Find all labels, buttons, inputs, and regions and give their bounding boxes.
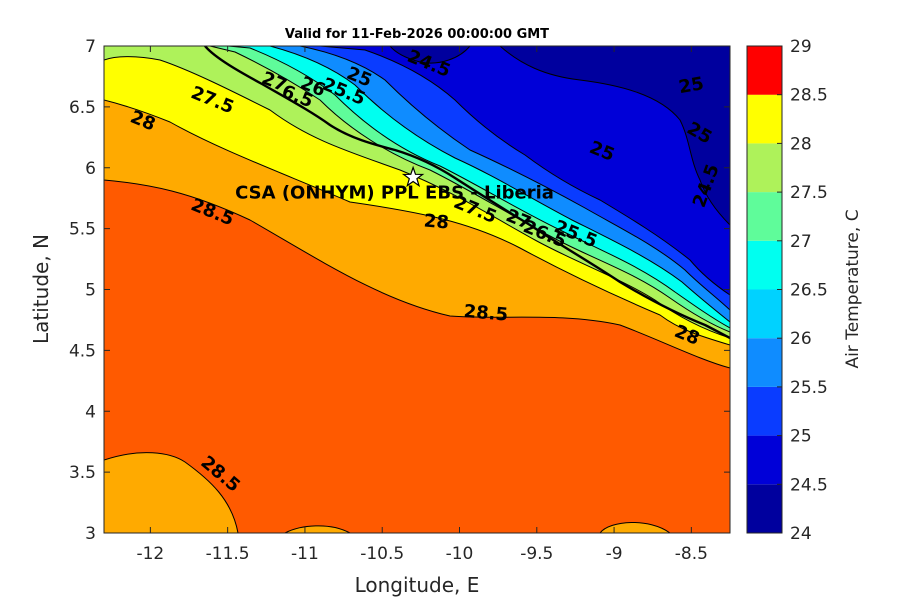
y-tick-label: 5 [85,281,96,301]
colorbar-swatch [747,289,782,339]
y-tick-label: 6 [85,159,96,179]
chart-title: Valid for 11-Feb-2026 00:00:00 GMT [285,27,549,42]
contour-band-28-28_5-south [104,452,239,533]
x-tick-label: -11 [291,544,319,564]
contour-label: 28.5 [463,301,509,326]
contour-band-28-28_5-south-east [599,522,671,533]
y-tick-label: 3.5 [69,463,96,483]
site-star-icon [401,165,425,188]
colorbar-tick-label: 27.5 [790,183,828,203]
x-tick-label: -9.5 [520,544,553,564]
contour-band-24_5-25 [319,46,730,296]
y-tick-label: 7 [85,37,96,57]
y-tick-label: 4.5 [69,341,96,361]
colorbar-tick-label: 24 [790,524,812,544]
plot-area [104,46,730,533]
colorbar-tick-label: 26.5 [790,281,828,301]
x-tick-label: -11.5 [206,544,250,564]
x-tick-label: -10 [446,544,474,564]
colorbar-tick-label: 25 [790,427,812,447]
y-axis-ticks: 3 3.5 4 4.5 5 5.5 6 6.5 7 [69,37,730,544]
y-tick-label: 3 [85,524,96,544]
contour-label: 25 [677,73,705,98]
y-axis-label: Latitude, N [29,234,53,344]
colorbar-tick-label: 25.5 [790,378,828,398]
colorbar-tick-label: 27 [790,232,812,252]
colorbar: 24 24.5 25 25.5 26 26.5 27 27.5 28 28.5 29 [746,37,828,544]
colorbar-tick-label: 26 [790,329,812,349]
colorbar-label: Air Temperature, C [843,209,863,368]
colorbar-tick-label: 24.5 [790,475,828,495]
coastline [204,46,730,340]
y-tick-label: 5.5 [69,220,96,240]
colorbar-swatch [747,192,782,241]
site-label: CSA (ONHYM) PPL EBS - Liberia [235,182,554,203]
x-tick-label: -8.5 [675,544,708,564]
x-axis-label: Longitude, E [355,573,480,597]
site-marker: CSA (ONHYM) PPL EBS - Liberia [235,165,554,203]
colorbar-swatch [747,143,782,193]
colorbar-swatch [747,240,782,290]
x-axis-ticks: -12 -11.5 -11 -10.5 -10 -9.5 -9 -8.5 [136,46,708,564]
y-tick-label: 4 [85,402,96,422]
colorbar-swatch [747,484,782,533]
colorbar-swatch [747,94,782,144]
colorbar-swatch [747,435,782,485]
colorbar-swatch [747,386,782,436]
contour-label: 28 [423,210,450,233]
contour-band-24-24_5-north [499,46,730,226]
x-tick-label: -9 [606,544,623,564]
y-tick-label: 6.5 [69,98,96,118]
colorbar-tick-label: 29 [790,37,812,57]
contour-band-24-24_5-small [389,46,471,64]
colorbar-swatch [747,338,782,387]
colorbar-tick-label: 28 [790,134,812,154]
x-tick-label: -12 [136,544,164,564]
colorbar-tick-label: 28.5 [790,86,828,106]
x-tick-label: -10.5 [360,544,404,564]
colorbar-swatch-top [747,46,782,95]
